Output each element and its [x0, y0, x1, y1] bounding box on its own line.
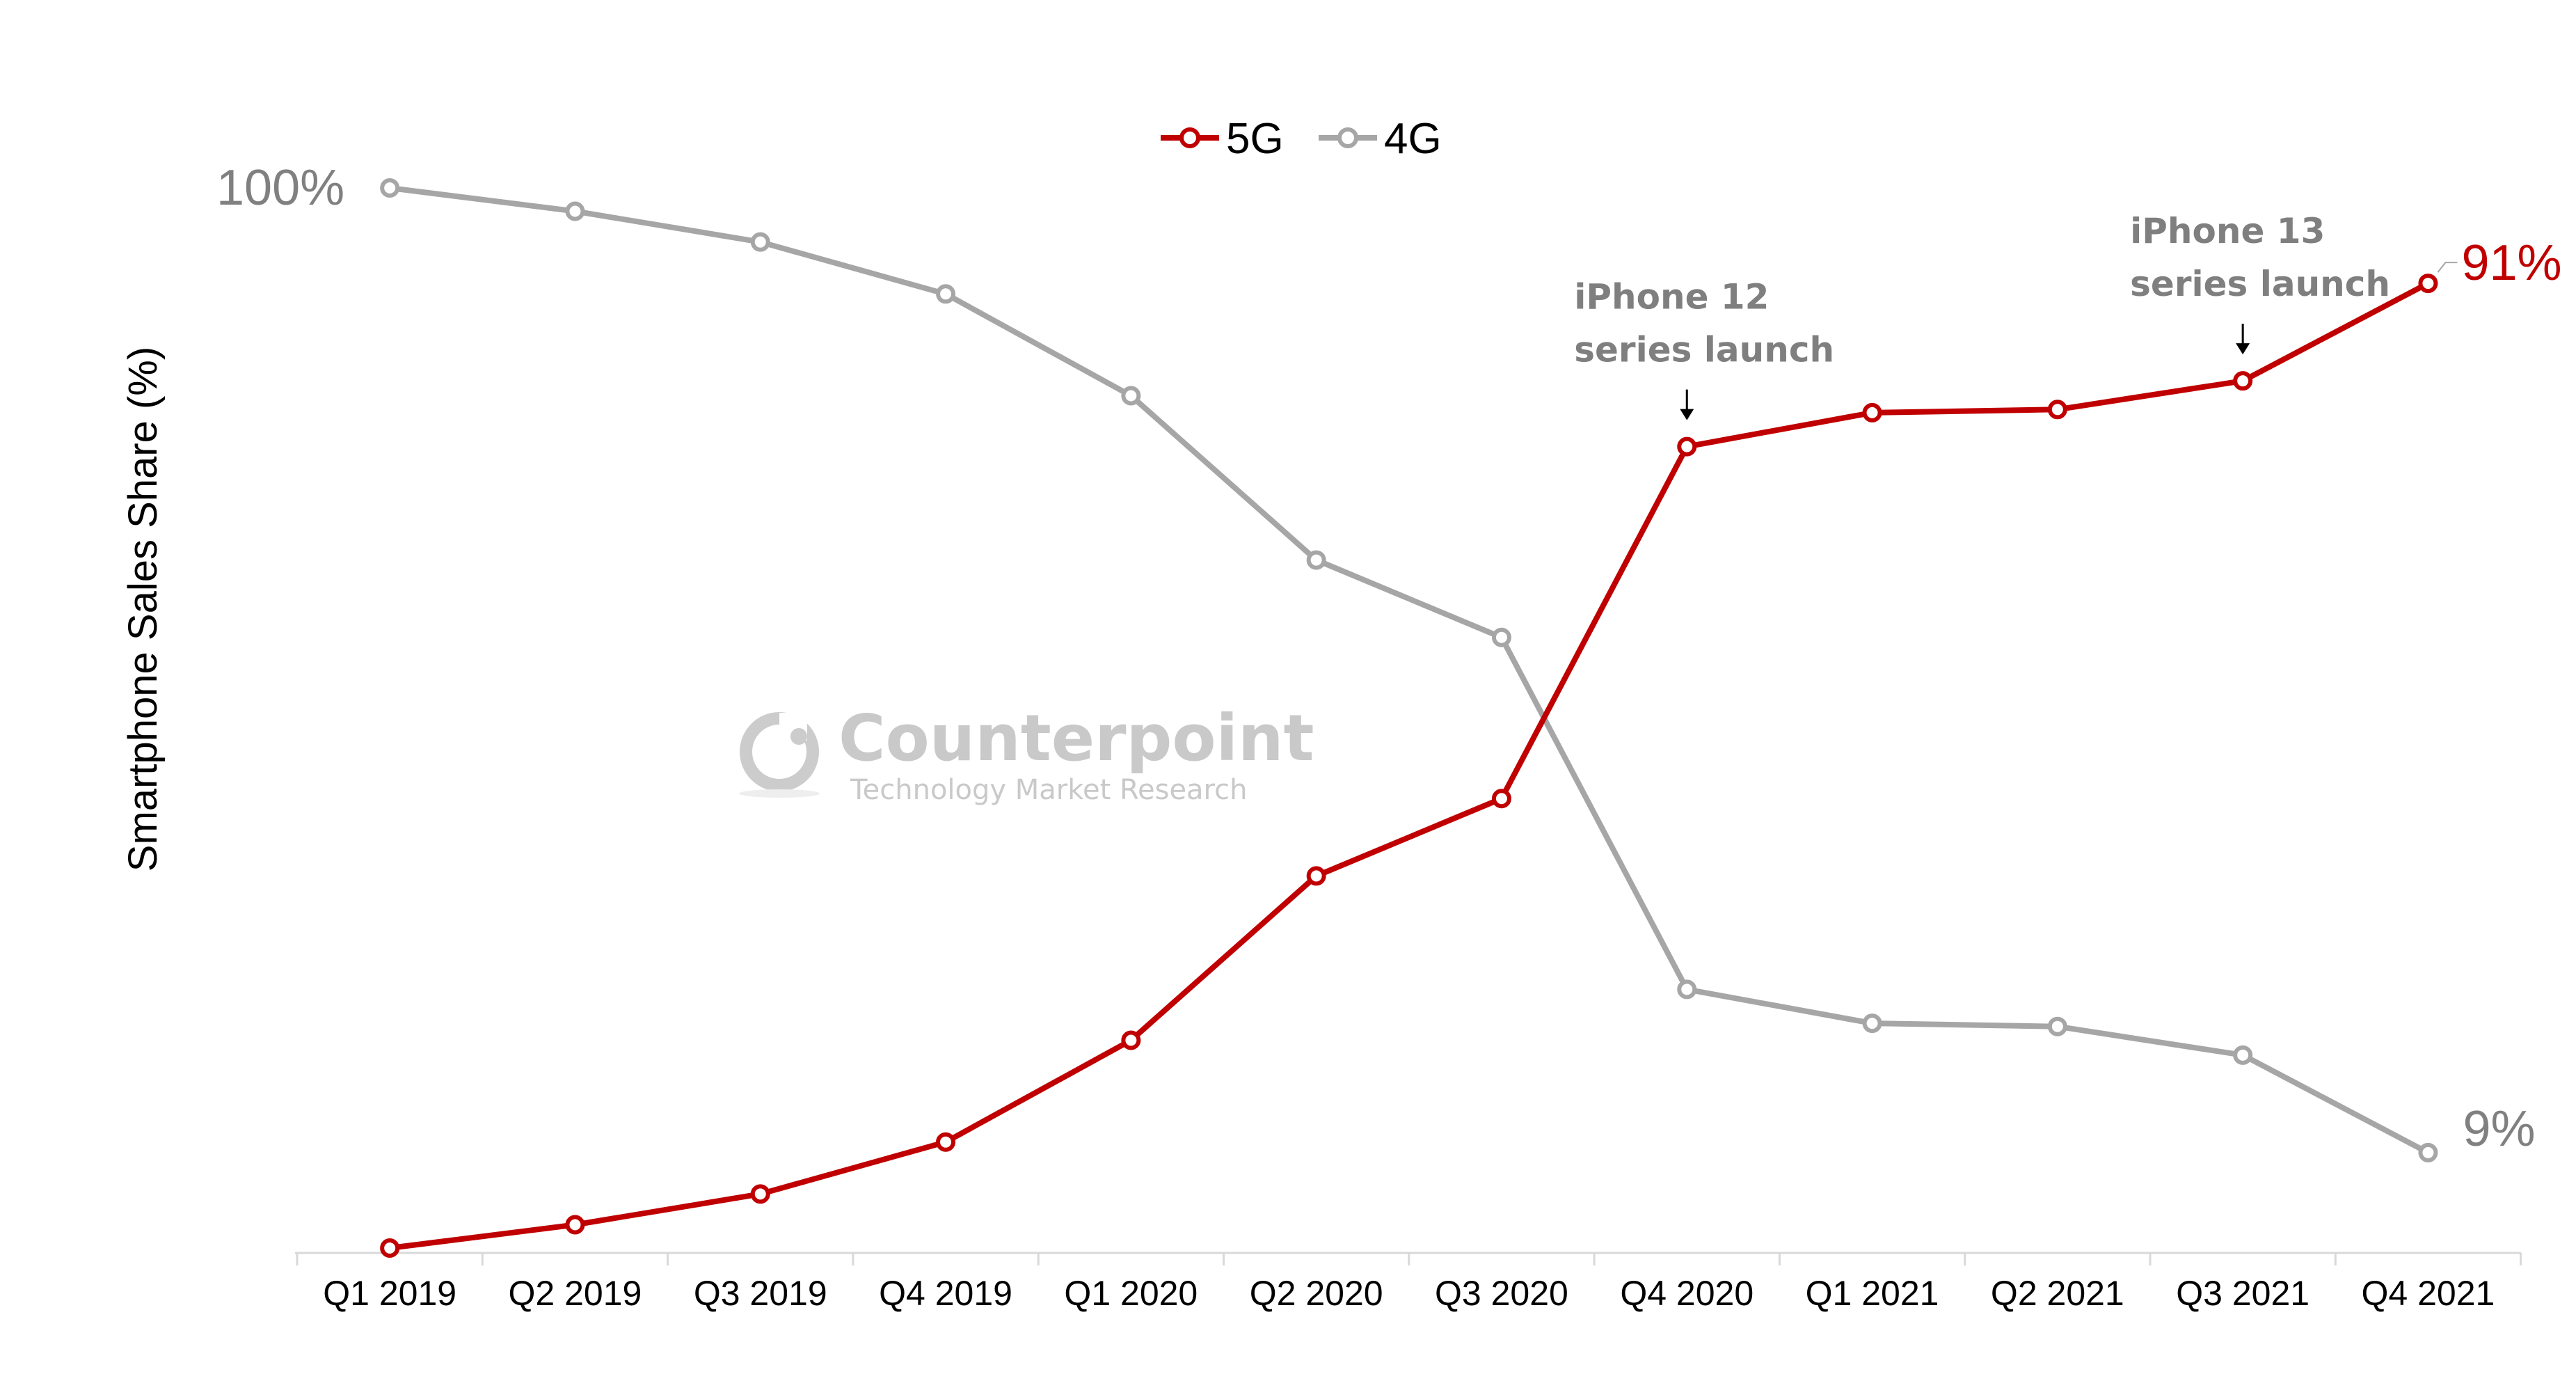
value-label-leader — [2437, 262, 2458, 273]
value-label-4g: 100% — [216, 160, 344, 216]
counterpoint-logo-icon — [739, 712, 820, 798]
y-axis-label: Smartphone Sales Share (%) — [120, 347, 166, 871]
x-tick-label: Q4 2021 — [2362, 1274, 2495, 1313]
x-tick-label: Q3 2021 — [2176, 1274, 2309, 1313]
x-tick-label: Q3 2020 — [1435, 1274, 1568, 1313]
legend-item-5g: 5G — [1161, 115, 1284, 163]
x-tick-label: Q2 2021 — [1991, 1274, 2124, 1313]
data-point-4g — [936, 284, 956, 304]
legend-5g-label: 5G — [1226, 115, 1284, 163]
data-point-5g — [1677, 436, 1697, 457]
series-line-5g — [389, 281, 2430, 1251]
annotation-text: iPhone 12 — [1574, 277, 1769, 317]
value-label-5g: 91% — [2461, 235, 2561, 291]
x-tick-label: Q1 2021 — [1806, 1274, 1939, 1313]
x-axis-tick-labels: Q1 2019 Q2 2019 Q3 2019 Q4 2019 Q1 2020 Q2 20… — [323, 1274, 2495, 1313]
x-tick-label: Q1 2020 — [1064, 1274, 1198, 1313]
legend-4g-swatch-marker — [1337, 127, 1358, 148]
annotation-arrow-head — [1680, 409, 1694, 420]
x-tick-label: Q2 2020 — [1250, 1274, 1383, 1313]
data-point-4g — [1677, 979, 1697, 1000]
data-point-5g — [1491, 789, 1511, 809]
data-point-4g — [2418, 1142, 2438, 1162]
x-axis-ticks — [296, 1253, 2522, 1265]
data-point-5g — [565, 1215, 585, 1235]
legend-4g-label: 4G — [1384, 115, 1442, 163]
data-point-4g — [2233, 1045, 2253, 1065]
data-point-4g — [2047, 1016, 2067, 1036]
data-point-4g — [1491, 627, 1511, 647]
data-point-5g — [2418, 274, 2438, 294]
annotation-text: iPhone 13 — [2130, 211, 2325, 251]
data-point-4g — [750, 232, 770, 252]
data-point-5g — [1306, 866, 1326, 886]
data-point-5g — [750, 1184, 770, 1204]
data-point-4g — [565, 201, 585, 221]
data-point-5g — [1862, 402, 1882, 423]
value-labels: 100% 91% 9% — [216, 160, 2562, 1157]
data-point-5g — [380, 1238, 400, 1258]
watermark-tagline: Technology Market Research — [850, 774, 1247, 806]
data-point-5g — [2047, 400, 2067, 420]
x-tick-label: Q3 2019 — [694, 1274, 827, 1313]
annotation-text: series launch — [2130, 264, 2390, 304]
data-point-4g — [1121, 386, 1141, 406]
legend-item-4g: 4G — [1319, 115, 1442, 163]
watermark: Counterpoint Technology Market Research — [739, 701, 1314, 806]
series-line-4g — [389, 185, 2430, 1155]
x-tick-label: Q1 2019 — [323, 1274, 456, 1313]
annotation-arrow-head — [2236, 343, 2250, 355]
x-tick-label: Q2 2019 — [509, 1274, 642, 1313]
legend: 5G 4G — [1161, 115, 1442, 163]
data-point-4g — [1306, 550, 1326, 570]
data-point-4g — [380, 178, 400, 198]
legend-5g-swatch-marker — [1179, 127, 1200, 148]
x-tick-label: Q4 2020 — [1620, 1274, 1754, 1313]
series-points — [380, 178, 2438, 1258]
x-tick-label: Q4 2019 — [879, 1274, 1012, 1313]
annotations: iPhone 12 series launch iPhone 13 series la… — [1574, 211, 2390, 420]
value-label-4g: 9% — [2463, 1101, 2535, 1157]
series-lines — [389, 185, 2430, 1251]
data-point-5g — [1121, 1030, 1141, 1050]
data-point-5g — [936, 1132, 956, 1152]
data-point-5g — [2233, 371, 2253, 391]
data-point-4g — [1862, 1013, 1882, 1034]
watermark-brand: Counterpoint — [838, 701, 1314, 775]
annotation-text: series launch — [1574, 330, 1834, 370]
